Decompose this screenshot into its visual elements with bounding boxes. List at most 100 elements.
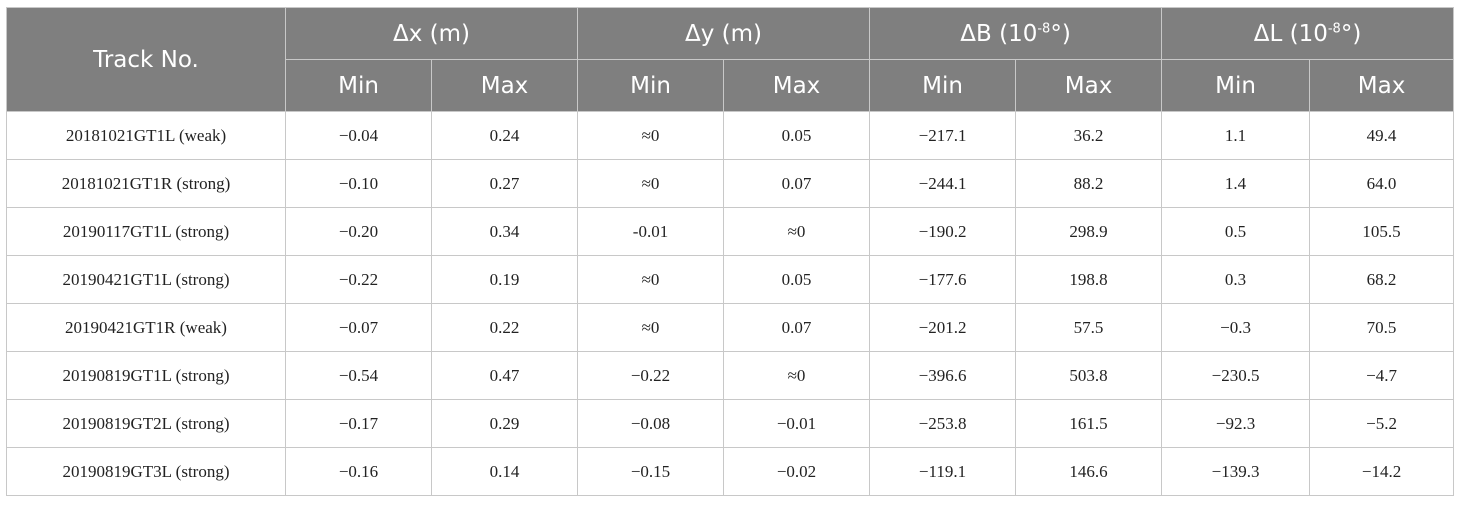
table-row: 20190117GT1L (strong) −0.20 0.34 -0.01 ≈0 −19…	[6, 207, 1455, 256]
value-cell: −0.02	[723, 447, 871, 496]
value-cell: ≈0	[577, 111, 725, 160]
db-header-sup: -8	[1037, 20, 1051, 36]
value-cell: 503.8	[1015, 351, 1163, 400]
value-cell: 88.2	[1015, 159, 1163, 208]
track-cell: 20190819GT1L (strong)	[6, 351, 286, 400]
track-cell: 20190117GT1L (strong)	[6, 207, 286, 256]
dx-min-header: Min	[285, 59, 432, 112]
value-cell: 146.6	[1015, 447, 1163, 496]
value-cell: -0.01	[577, 207, 725, 256]
value-cell: 298.9	[1015, 207, 1163, 256]
value-cell: −0.17	[285, 399, 432, 448]
value-cell: −0.22	[285, 255, 432, 304]
table-body: 20181021GT1L (weak) −0.04 0.24 ≈0 0.05 −217.1…	[6, 111, 1455, 496]
table-row: 20190819GT2L (strong) −0.17 0.29 −0.08 −0.01…	[6, 399, 1455, 448]
value-cell: −253.8	[869, 399, 1017, 448]
track-cell: 20190421GT1L (strong)	[6, 255, 286, 304]
db-group-header: ΔB (10-8°)	[869, 7, 1163, 60]
table-row: 20190421GT1L (strong) −0.22 0.19 ≈0 0.05 −177…	[6, 255, 1455, 304]
value-cell: −14.2	[1309, 447, 1455, 496]
value-cell: −139.3	[1161, 447, 1311, 496]
value-cell: −0.20	[285, 207, 432, 256]
value-cell: −92.3	[1161, 399, 1311, 448]
value-cell: 49.4	[1309, 111, 1455, 160]
table-row: 20190819GT3L (strong) −0.16 0.14 −0.15 −0.02…	[6, 447, 1455, 496]
dl-max-header: Max	[1309, 59, 1455, 112]
value-cell: −244.1	[869, 159, 1017, 208]
value-cell: 1.1	[1161, 111, 1311, 160]
value-cell: 64.0	[1309, 159, 1455, 208]
value-cell: 0.29	[430, 399, 579, 448]
dy-header-text: Δy (m)	[685, 20, 763, 47]
value-cell: −0.54	[285, 351, 432, 400]
dl-min-header: Min	[1161, 59, 1311, 112]
table-row: 20181021GT1L (weak) −0.04 0.24 ≈0 0.05 −217.1…	[6, 111, 1455, 160]
value-cell: 1.4	[1161, 159, 1311, 208]
value-cell: −0.10	[285, 159, 432, 208]
dl-header-sup: -8	[1327, 20, 1341, 36]
value-cell: −201.2	[869, 303, 1017, 352]
value-cell: 0.07	[723, 303, 871, 352]
dx-max-header: Max	[430, 59, 579, 112]
value-cell: 0.22	[430, 303, 579, 352]
track-no-header: Track No.	[6, 7, 286, 112]
value-cell: −0.01	[723, 399, 871, 448]
value-cell: 198.8	[1015, 255, 1163, 304]
value-cell: 0.05	[723, 111, 871, 160]
value-cell: 0.34	[430, 207, 579, 256]
value-cell: 0.05	[723, 255, 871, 304]
value-cell: 0.19	[430, 255, 579, 304]
dy-max-header: Max	[723, 59, 871, 112]
value-cell: −0.15	[577, 447, 725, 496]
db-min-header: Min	[869, 59, 1017, 112]
table-row: 20190819GT1L (strong) −0.54 0.47 −0.22 ≈0 −39…	[6, 351, 1455, 400]
value-cell: 0.07	[723, 159, 871, 208]
table-row: 20181021GT1R (strong) −0.10 0.27 ≈0 0.07 −244…	[6, 159, 1455, 208]
table-row: 20190421GT1R (weak) −0.07 0.22 ≈0 0.07 −201.2…	[6, 303, 1455, 352]
db-max-header: Max	[1015, 59, 1163, 112]
dy-min-header: Min	[577, 59, 725, 112]
value-cell: −0.22	[577, 351, 725, 400]
dl-header-tail: °)	[1340, 20, 1362, 47]
value-cell: −177.6	[869, 255, 1017, 304]
value-cell: −190.2	[869, 207, 1017, 256]
db-header-tail: °)	[1050, 20, 1071, 47]
value-cell: 161.5	[1015, 399, 1163, 448]
value-cell: 105.5	[1309, 207, 1455, 256]
value-cell: 68.2	[1309, 255, 1455, 304]
value-cell: −0.04	[285, 111, 432, 160]
dl-group-header: ΔL (10-8°)	[1161, 7, 1455, 60]
value-cell: 70.5	[1309, 303, 1455, 352]
value-cell: ≈0	[577, 255, 725, 304]
value-cell: ≈0	[723, 207, 871, 256]
value-cell: −0.3	[1161, 303, 1311, 352]
value-cell: 57.5	[1015, 303, 1163, 352]
value-cell: −230.5	[1161, 351, 1311, 400]
data-table-container: Track No. Δx (m) Δy (m) ΔB (10-8°) ΔL (1…	[6, 7, 1455, 496]
value-cell: ≈0	[723, 351, 871, 400]
value-cell: 0.5	[1161, 207, 1311, 256]
value-cell: −396.6	[869, 351, 1017, 400]
track-cell: 20190819GT2L (strong)	[6, 399, 286, 448]
track-cell: 20181021GT1R (strong)	[6, 159, 286, 208]
value-cell: 0.3	[1161, 255, 1311, 304]
dl-header-base: ΔL (10	[1253, 20, 1328, 47]
value-cell: 36.2	[1015, 111, 1163, 160]
track-cell: 20190421GT1R (weak)	[6, 303, 286, 352]
value-cell: 0.24	[430, 111, 579, 160]
track-stats-table: Track No. Δx (m) Δy (m) ΔB (10-8°) ΔL (1…	[6, 7, 1455, 496]
value-cell: ≈0	[577, 159, 725, 208]
value-cell: 0.14	[430, 447, 579, 496]
dy-group-header: Δy (m)	[577, 7, 871, 60]
value-cell: −4.7	[1309, 351, 1455, 400]
value-cell: −0.16	[285, 447, 432, 496]
value-cell: −0.07	[285, 303, 432, 352]
db-header-base: ΔB (10	[960, 20, 1038, 47]
value-cell: −0.08	[577, 399, 725, 448]
dx-header-text: Δx (m)	[393, 20, 471, 47]
track-cell: 20181021GT1L (weak)	[6, 111, 286, 160]
track-cell: 20190819GT3L (strong)	[6, 447, 286, 496]
value-cell: −217.1	[869, 111, 1017, 160]
value-cell: 0.47	[430, 351, 579, 400]
value-cell: −5.2	[1309, 399, 1455, 448]
